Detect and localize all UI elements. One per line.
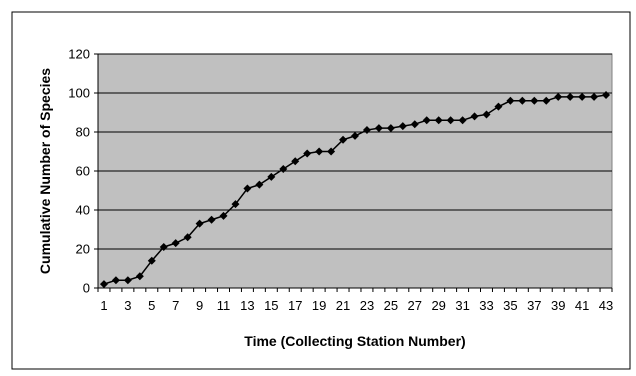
- data-point-9: [195, 219, 204, 228]
- data-point-41: [578, 92, 587, 101]
- data-point-27: [410, 120, 419, 129]
- data-point-8: [183, 233, 192, 242]
- data-point-6: [159, 243, 168, 252]
- data-point-20: [327, 147, 336, 156]
- x-tick-label: 1: [100, 298, 107, 313]
- data-point-28: [422, 116, 431, 125]
- data-point-22: [351, 131, 359, 140]
- data-point-14: [255, 180, 264, 189]
- data-point-18: [303, 149, 312, 158]
- x-tick-label: 27: [408, 298, 422, 313]
- x-tick-label: 19: [312, 298, 326, 313]
- data-point-36: [518, 96, 527, 105]
- gridlines: [98, 53, 612, 250]
- data-point-30: [446, 116, 455, 125]
- data-point-39: [554, 92, 563, 101]
- data-point-33: [482, 110, 491, 119]
- x-tick-label: 41: [575, 298, 589, 313]
- data-point-16: [279, 165, 288, 174]
- data-point-42: [590, 92, 599, 101]
- data-point-31: [458, 116, 467, 125]
- x-tick-label: 37: [527, 298, 541, 313]
- x-tick-labels: 1 3 5 7 9 11 13 15 17 19 21 23 25 27 29 31 33 35 37 39 41 43: [97, 288, 613, 313]
- data-point-32: [470, 112, 479, 121]
- y-tick-label: 120: [68, 47, 90, 62]
- y-axis-title: Cumulative Number of Species: [37, 68, 53, 274]
- data-point-2: [111, 276, 120, 285]
- data-point-7: [171, 239, 180, 248]
- data-point-1: [99, 280, 108, 289]
- data-point-3: [123, 276, 132, 285]
- x-tick-label: 25: [384, 298, 398, 313]
- y-tick-label: 80: [76, 125, 90, 140]
- x-tick-label: 31: [455, 298, 469, 313]
- data-point-37: [530, 96, 539, 105]
- data-point-5: [147, 256, 156, 265]
- x-tick-label: 33: [479, 298, 493, 313]
- data-point-40: [566, 92, 575, 101]
- data-point-25: [386, 124, 395, 133]
- data-point-24: [374, 124, 383, 133]
- data-point-10: [207, 215, 216, 224]
- data-point-35: [506, 96, 515, 105]
- x-tick-label: 23: [360, 298, 374, 313]
- data-point-19: [315, 147, 324, 156]
- y-tick-label: 0: [83, 281, 90, 296]
- y-tick-label: 100: [68, 86, 90, 101]
- data-point-29: [434, 116, 443, 125]
- x-tick-label: 5: [148, 298, 155, 313]
- x-tick-label: 35: [503, 298, 517, 313]
- data-points: [99, 90, 611, 289]
- x-tick-label: 15: [264, 298, 278, 313]
- x-tick-label: 21: [336, 298, 350, 313]
- data-point-17: [291, 157, 300, 166]
- x-tick-label: 13: [240, 298, 254, 313]
- data-point-13: [243, 184, 252, 193]
- y-tick-label: 20: [76, 242, 90, 257]
- x-tick-label: 9: [196, 298, 203, 313]
- x-tick-label: 29: [431, 298, 445, 313]
- y-tick-label: 60: [76, 164, 90, 179]
- y-tick-labels: 0 20 40 60 80 100 120: [68, 47, 98, 296]
- x-axis-title: Time (Collecting Station Number): [244, 333, 465, 349]
- data-point-12: [231, 200, 240, 209]
- x-tick-label: 7: [172, 298, 179, 313]
- data-point-26: [398, 122, 407, 131]
- x-tick-label: 3: [124, 298, 131, 313]
- data-point-34: [494, 102, 503, 111]
- x-tick-label: 11: [217, 298, 231, 313]
- y-tick-label: 40: [76, 203, 90, 218]
- data-point-21: [339, 135, 348, 144]
- data-point-11: [219, 211, 228, 220]
- data-point-43: [602, 90, 611, 99]
- x-tick-label: 43: [599, 298, 613, 313]
- x-tick-label: 39: [551, 298, 565, 313]
- data-point-23: [362, 126, 371, 135]
- x-tick-label: 17: [288, 298, 302, 313]
- data-point-38: [542, 96, 551, 105]
- data-point-4: [135, 272, 144, 281]
- data-point-15: [267, 172, 276, 181]
